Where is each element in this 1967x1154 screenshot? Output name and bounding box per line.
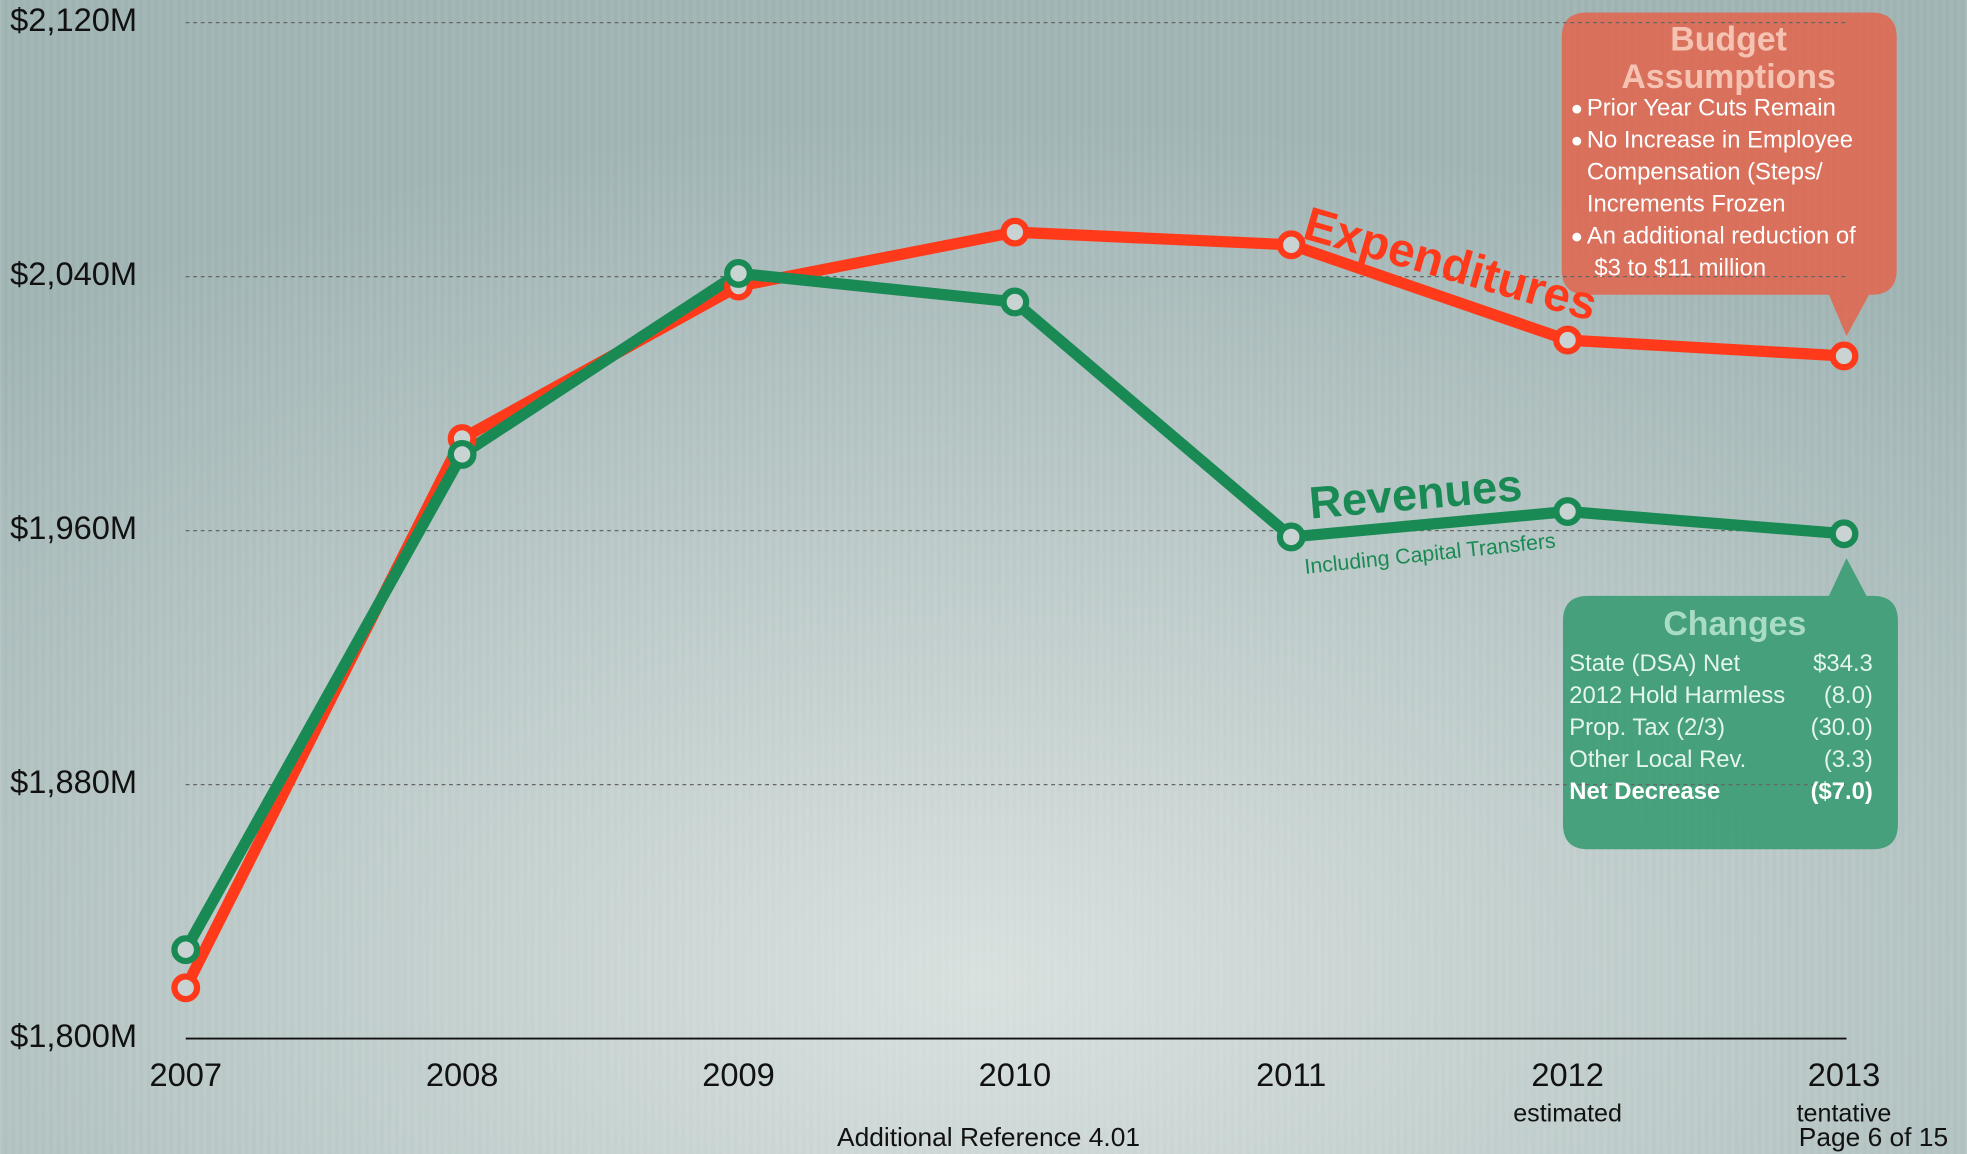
changes-title: Changes (1663, 605, 1806, 643)
x-tick-label: 2011 (1256, 1056, 1326, 1093)
budget-item: $3 to $11 million (1594, 254, 1766, 281)
budget-title: Budget (1670, 20, 1787, 58)
x-tick-label: 2013 (1808, 1056, 1881, 1093)
footer-reference: Additional Reference 4.01 (837, 1122, 1140, 1152)
bullet (1572, 104, 1582, 114)
budget-title: Assumptions (1621, 58, 1835, 96)
x-tick-note: estimated (1513, 1100, 1622, 1128)
data-point (1553, 325, 1583, 355)
x-tick-label: 2010 (979, 1056, 1052, 1093)
x-tick-label: 2008 (426, 1056, 499, 1093)
changes-label: 2012 Hold Harmless (1569, 682, 1785, 709)
data-point (171, 935, 201, 965)
data-point (1829, 341, 1859, 371)
data-point (1000, 217, 1030, 247)
data-point (1276, 522, 1306, 552)
budget-item: An additional reduction of (1587, 222, 1856, 249)
y-tick-label: $1,960M (10, 509, 137, 546)
bullet (1572, 136, 1582, 146)
data-point (1000, 287, 1030, 317)
changes-value: (3.3) (1824, 746, 1873, 773)
changes-label: Other Local Rev. (1569, 746, 1746, 773)
data-point (724, 258, 753, 288)
changes-value: $34.3 (1813, 650, 1873, 677)
changes-label: State (DSA) Net (1569, 650, 1740, 677)
x-tick-label: 2007 (149, 1056, 222, 1093)
x-tick-label: 2012 (1531, 1056, 1604, 1093)
data-point (1553, 497, 1583, 526)
budget-item: No Increase in Employee (1587, 126, 1853, 153)
y-tick-label: $1,800M (10, 1017, 137, 1054)
budget-box (1561, 12, 1897, 337)
data-point (447, 439, 477, 469)
bullet (1572, 232, 1582, 242)
changes-label: Net Decrease (1569, 778, 1720, 805)
y-tick-label: $1,880M (10, 763, 137, 800)
data-point (1829, 519, 1859, 549)
budget-item: Prior Year Cuts Remain (1587, 94, 1836, 121)
x-tick-label: 2009 (702, 1056, 775, 1093)
y-tick-label: $2,120M (10, 1, 137, 38)
changes-value: ($7.0) (1811, 778, 1873, 805)
data-point (1276, 230, 1306, 260)
changes-box (1563, 558, 1898, 850)
x-tick-note: tentative (1797, 1100, 1892, 1128)
changes-value: (8.0) (1824, 682, 1873, 709)
budget-item: Increments Frozen (1587, 190, 1786, 217)
changes-value: (30.0) (1811, 714, 1873, 741)
budget-item: Compensation (Steps/ (1587, 158, 1823, 185)
data-point (171, 973, 201, 1003)
changes-label: Prop. Tax (2/3) (1569, 714, 1725, 741)
footer-page: Page 6 of 15 (1799, 1122, 1948, 1152)
y-tick-label: $2,040M (10, 255, 137, 292)
